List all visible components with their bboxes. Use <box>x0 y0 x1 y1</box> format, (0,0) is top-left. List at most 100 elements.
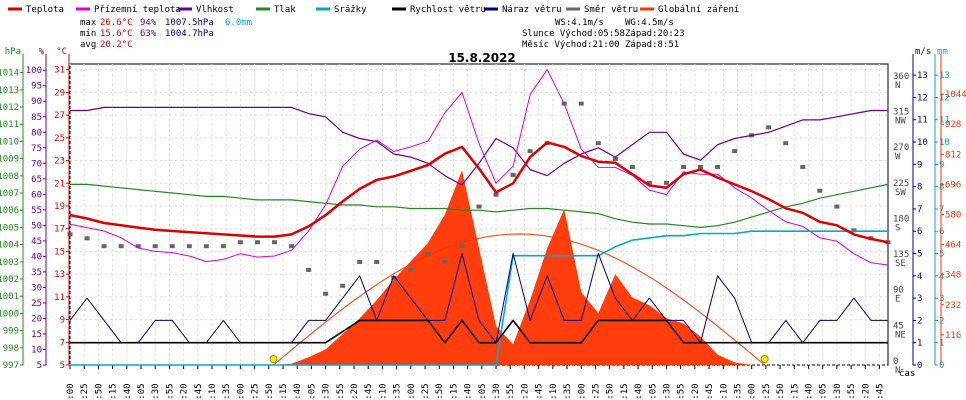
stat-avg-temp: 20.2°C <box>100 40 133 50</box>
dir-tick-label: 225 <box>893 179 909 189</box>
degc-tick-label: 9 <box>60 316 65 326</box>
x-tick-label: 19:35 <box>733 383 743 400</box>
hpa-tick-label: 1010 <box>0 137 19 147</box>
stat-max-temp: 26.6°C <box>100 18 133 28</box>
x-tick-label: 15:25 <box>591 383 601 400</box>
mm-tick-label: 3 <box>939 294 944 304</box>
pct-tick-label: 30 <box>31 283 42 293</box>
degc-tick-label: 23 <box>54 157 65 167</box>
x-tick-label: 22:30 <box>833 383 843 400</box>
x-tick-label: 16:40 <box>634 383 644 400</box>
pct-tick-label: 75 <box>31 144 42 154</box>
x-tick-label: 12:30 <box>492 383 502 400</box>
mm-tick-label: 7 <box>939 205 944 215</box>
info-wg: WG:4.5m/s <box>625 18 674 28</box>
dir-tick-label: 90 <box>893 286 904 296</box>
wind-dir-point <box>663 180 669 185</box>
legend-label: Rychlost větru <box>410 5 486 15</box>
x-tick-label: 18:45 <box>705 383 715 400</box>
wind-tick-label: 11 <box>917 116 928 126</box>
dir-tick-compass: W <box>895 152 901 162</box>
sunrise-marker <box>269 355 278 363</box>
mm-tick-label: 12 <box>939 93 950 103</box>
pct-tick-label: 85 <box>31 113 42 123</box>
wind-dir-point <box>732 149 738 154</box>
hpa-tick-label: 1007 <box>0 189 19 199</box>
wind-dir-point <box>800 164 806 169</box>
dir-tick-label: 0 <box>893 357 898 367</box>
radiation-fill <box>70 170 888 365</box>
x-tick-label: 06:15 <box>279 383 289 400</box>
degc-tick-label: 27 <box>54 111 65 121</box>
dir-tick-label: 45 <box>893 321 904 331</box>
pct-tick-label: 40 <box>31 252 42 262</box>
hpa-tick-label: 1014 <box>0 69 19 79</box>
wind-dir-point <box>374 260 380 265</box>
wind-dir-point <box>715 164 721 169</box>
x-tick-label: 01:40 <box>123 383 133 400</box>
stat-min-press: 1004.7hPa <box>165 29 214 39</box>
mm-tick-label: 10 <box>939 138 950 148</box>
ground-temperature-line <box>69 69 889 266</box>
degc-axis-unit: °C <box>56 47 67 57</box>
legend-label: Přízemní teplota <box>94 5 181 15</box>
stats-panel: max 26.6°C 94% 1007.5hPa 6.0mm min 15.6°… <box>80 18 252 50</box>
x-tick-label: 10:25 <box>421 383 431 400</box>
dir-tick-compass: SW <box>895 188 906 198</box>
pct-tick-label: 80 <box>31 128 42 138</box>
wind-speed-line <box>70 319 888 344</box>
mm-tick-label: 6 <box>939 227 944 237</box>
degc-tick-label: 11 <box>54 293 65 303</box>
stat-max-label: max <box>80 18 97 28</box>
pct-tick-label: 20 <box>31 314 42 324</box>
dir-tick-label: 180 <box>893 214 909 224</box>
rad-tick-label: 1044 <box>945 90 966 100</box>
degc-tick-label: 19 <box>54 202 65 212</box>
pct-axis-unit: % <box>39 47 45 57</box>
wind-dir-point <box>834 204 840 209</box>
wind-tick-label: 10 <box>917 138 928 148</box>
stat-rain: 6.0mm <box>225 18 252 28</box>
hpa-tick-label: 1005 <box>0 223 19 233</box>
wind-dir-point <box>766 125 772 130</box>
hpa-tick-label: 1003 <box>0 258 19 268</box>
pct-tick-label: 25 <box>31 299 42 309</box>
x-tick-label: 14:10 <box>549 383 559 400</box>
pct-tick-label: 65 <box>31 175 42 185</box>
wind-dir-point <box>595 141 601 146</box>
stat-avg-label: avg <box>80 40 96 50</box>
stat-min-hum: 63% <box>140 29 157 39</box>
dir-tick-label: 315 <box>893 107 909 117</box>
x-tick-label: 15:00 <box>577 383 587 400</box>
radiation-area <box>70 170 888 366</box>
pct-tick-label: 15 <box>31 330 42 340</box>
wind-dir-point <box>459 244 465 249</box>
wind-tick-label: 7 <box>917 205 922 215</box>
info-sun: Slunce Východ:05:58 <box>522 29 625 39</box>
degc-tick-label: 25 <box>54 134 65 144</box>
pct-tick-label: 70 <box>31 159 42 169</box>
wind-tick-label: 12 <box>917 93 928 103</box>
x-tick-label: 22:05 <box>819 383 829 400</box>
x-tick-label: 16:15 <box>620 383 630 400</box>
mm-tick-label: 2 <box>939 316 944 326</box>
hpa-tick-label: 998 <box>3 344 19 354</box>
wind-axis-unit: m/s <box>915 47 931 57</box>
legend-label: Globální záření <box>658 5 739 15</box>
wind-dir-point <box>681 164 686 169</box>
wind-dir-point <box>323 291 329 296</box>
pct-tick-label: 100 <box>26 66 42 76</box>
dir-tick-compass: S <box>895 223 900 233</box>
pct-tick-label: 50 <box>31 221 42 231</box>
x-tick-label: 00:00 <box>66 383 76 400</box>
x-tick-label: 11:15 <box>449 383 459 400</box>
hpa-axis-unit: hPa <box>5 47 21 57</box>
x-tick-label: 20:25 <box>762 383 772 400</box>
x-tick-labels: 00:00 00:25 00:50 01:15 01:40 02:05 02:30 02:55… <box>66 383 885 400</box>
x-tick-label: 04:10 <box>208 383 218 400</box>
rad-tick-label: 696 <box>945 180 961 190</box>
x-tick-label: 20:00 <box>748 383 758 400</box>
mm-tick-label: 0 <box>939 361 944 371</box>
wind-dir-point <box>67 232 73 237</box>
x-tick-label: 18:20 <box>691 383 701 400</box>
